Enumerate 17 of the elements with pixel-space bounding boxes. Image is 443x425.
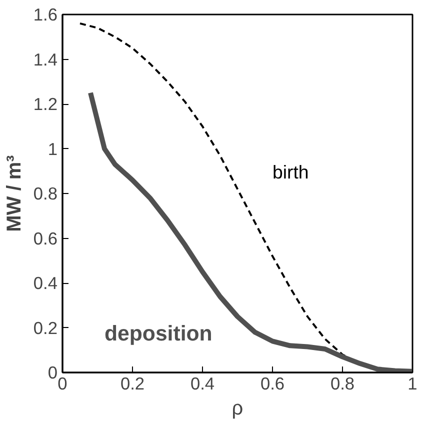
y-tick-label: 0.8	[33, 184, 58, 204]
y-tick-label: 1.2	[33, 94, 58, 114]
x-tick-label: 0.6	[260, 374, 285, 394]
series-label: deposition	[104, 322, 212, 346]
x-axis-title: ρ	[232, 398, 244, 420]
y-tick-label: 0.4	[33, 273, 58, 293]
y-tick-label: 0.6	[33, 228, 58, 248]
y-tick-label: 0.2	[33, 318, 58, 338]
y-tick-label: 1.4	[33, 49, 58, 70]
y-tick-label: 1	[48, 138, 58, 159]
x-tick-label: 0.8	[330, 374, 355, 394]
x-tick-label: 1	[408, 374, 418, 394]
y-axis-title: MW / m³	[3, 154, 26, 232]
x-tick-label: 0.4	[190, 374, 215, 394]
y-tick-label: 1.6	[33, 4, 58, 24]
x-tick-label: 0.2	[120, 374, 145, 394]
series-label: birth	[272, 161, 309, 182]
